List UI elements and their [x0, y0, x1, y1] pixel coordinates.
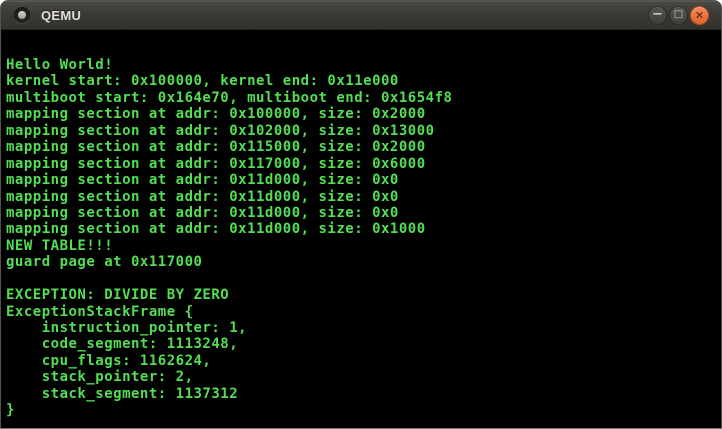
- terminal-line: mapping section at addr: 0x11d000, size:…: [6, 221, 426, 238]
- window-title: QEMU: [41, 7, 82, 23]
- terminal-line: mapping section at addr: 0x115000, size:…: [6, 139, 426, 156]
- titlebar[interactable]: QEMU − □ ✕: [1, 1, 721, 30]
- terminal-line: mapping section at addr: 0x102000, size:…: [6, 122, 435, 139]
- minimize-button[interactable]: −: [648, 5, 667, 25]
- close-icon: ✕: [694, 8, 705, 22]
- terminal-line: multiboot start: 0x164e70, multiboot end…: [6, 89, 453, 106]
- maximize-icon: □: [673, 9, 684, 20]
- terminal-line: guard page at 0x117000: [6, 254, 203, 271]
- terminal-line: }: [6, 402, 15, 419]
- terminal-line: mapping section at addr: 0x11d000, size:…: [6, 172, 399, 189]
- terminal-screen[interactable]: Hello World! kernel start: 0x100000, kern…: [1, 30, 721, 428]
- terminal-line: ExceptionStackFrame {: [6, 303, 194, 320]
- terminal-line: mapping section at addr: 0x11d000, size:…: [6, 188, 399, 205]
- terminal-line: [6, 271, 721, 287]
- minimize-icon: −: [652, 7, 663, 22]
- qemu-app-icon-dot: [18, 11, 26, 19]
- terminal-output: Hello World! kernel start: 0x100000, kern…: [1, 30, 721, 419]
- terminal-line: kernel start: 0x100000, kernel end: 0x11…: [6, 73, 399, 90]
- maximize-button[interactable]: □: [669, 5, 688, 25]
- terminal-line: NEW TABLE!!!: [6, 237, 114, 254]
- window-controls: − □ ✕: [648, 5, 709, 25]
- terminal-line: instruction_pointer: 1,: [6, 320, 248, 336]
- terminal-line: cpu_flags: 1162624,: [6, 352, 212, 369]
- terminal-line: mapping section at addr: 0x117000, size:…: [6, 155, 426, 172]
- close-button[interactable]: ✕: [690, 5, 709, 25]
- terminal-line: EXCEPTION: DIVIDE BY ZERO: [6, 287, 230, 304]
- qemu-app-icon: [14, 7, 30, 23]
- terminal-line: stack_pointer: 2,: [6, 369, 194, 386]
- terminal-line: Hello World!: [6, 57, 114, 73]
- terminal-line: mapping section at addr: 0x100000, size:…: [6, 106, 426, 123]
- terminal-line: code_segment: 1113248,: [6, 336, 239, 353]
- terminal-line: stack_segment: 1137312: [6, 385, 239, 402]
- terminal-line: mapping section at addr: 0x11d000, size:…: [6, 204, 399, 221]
